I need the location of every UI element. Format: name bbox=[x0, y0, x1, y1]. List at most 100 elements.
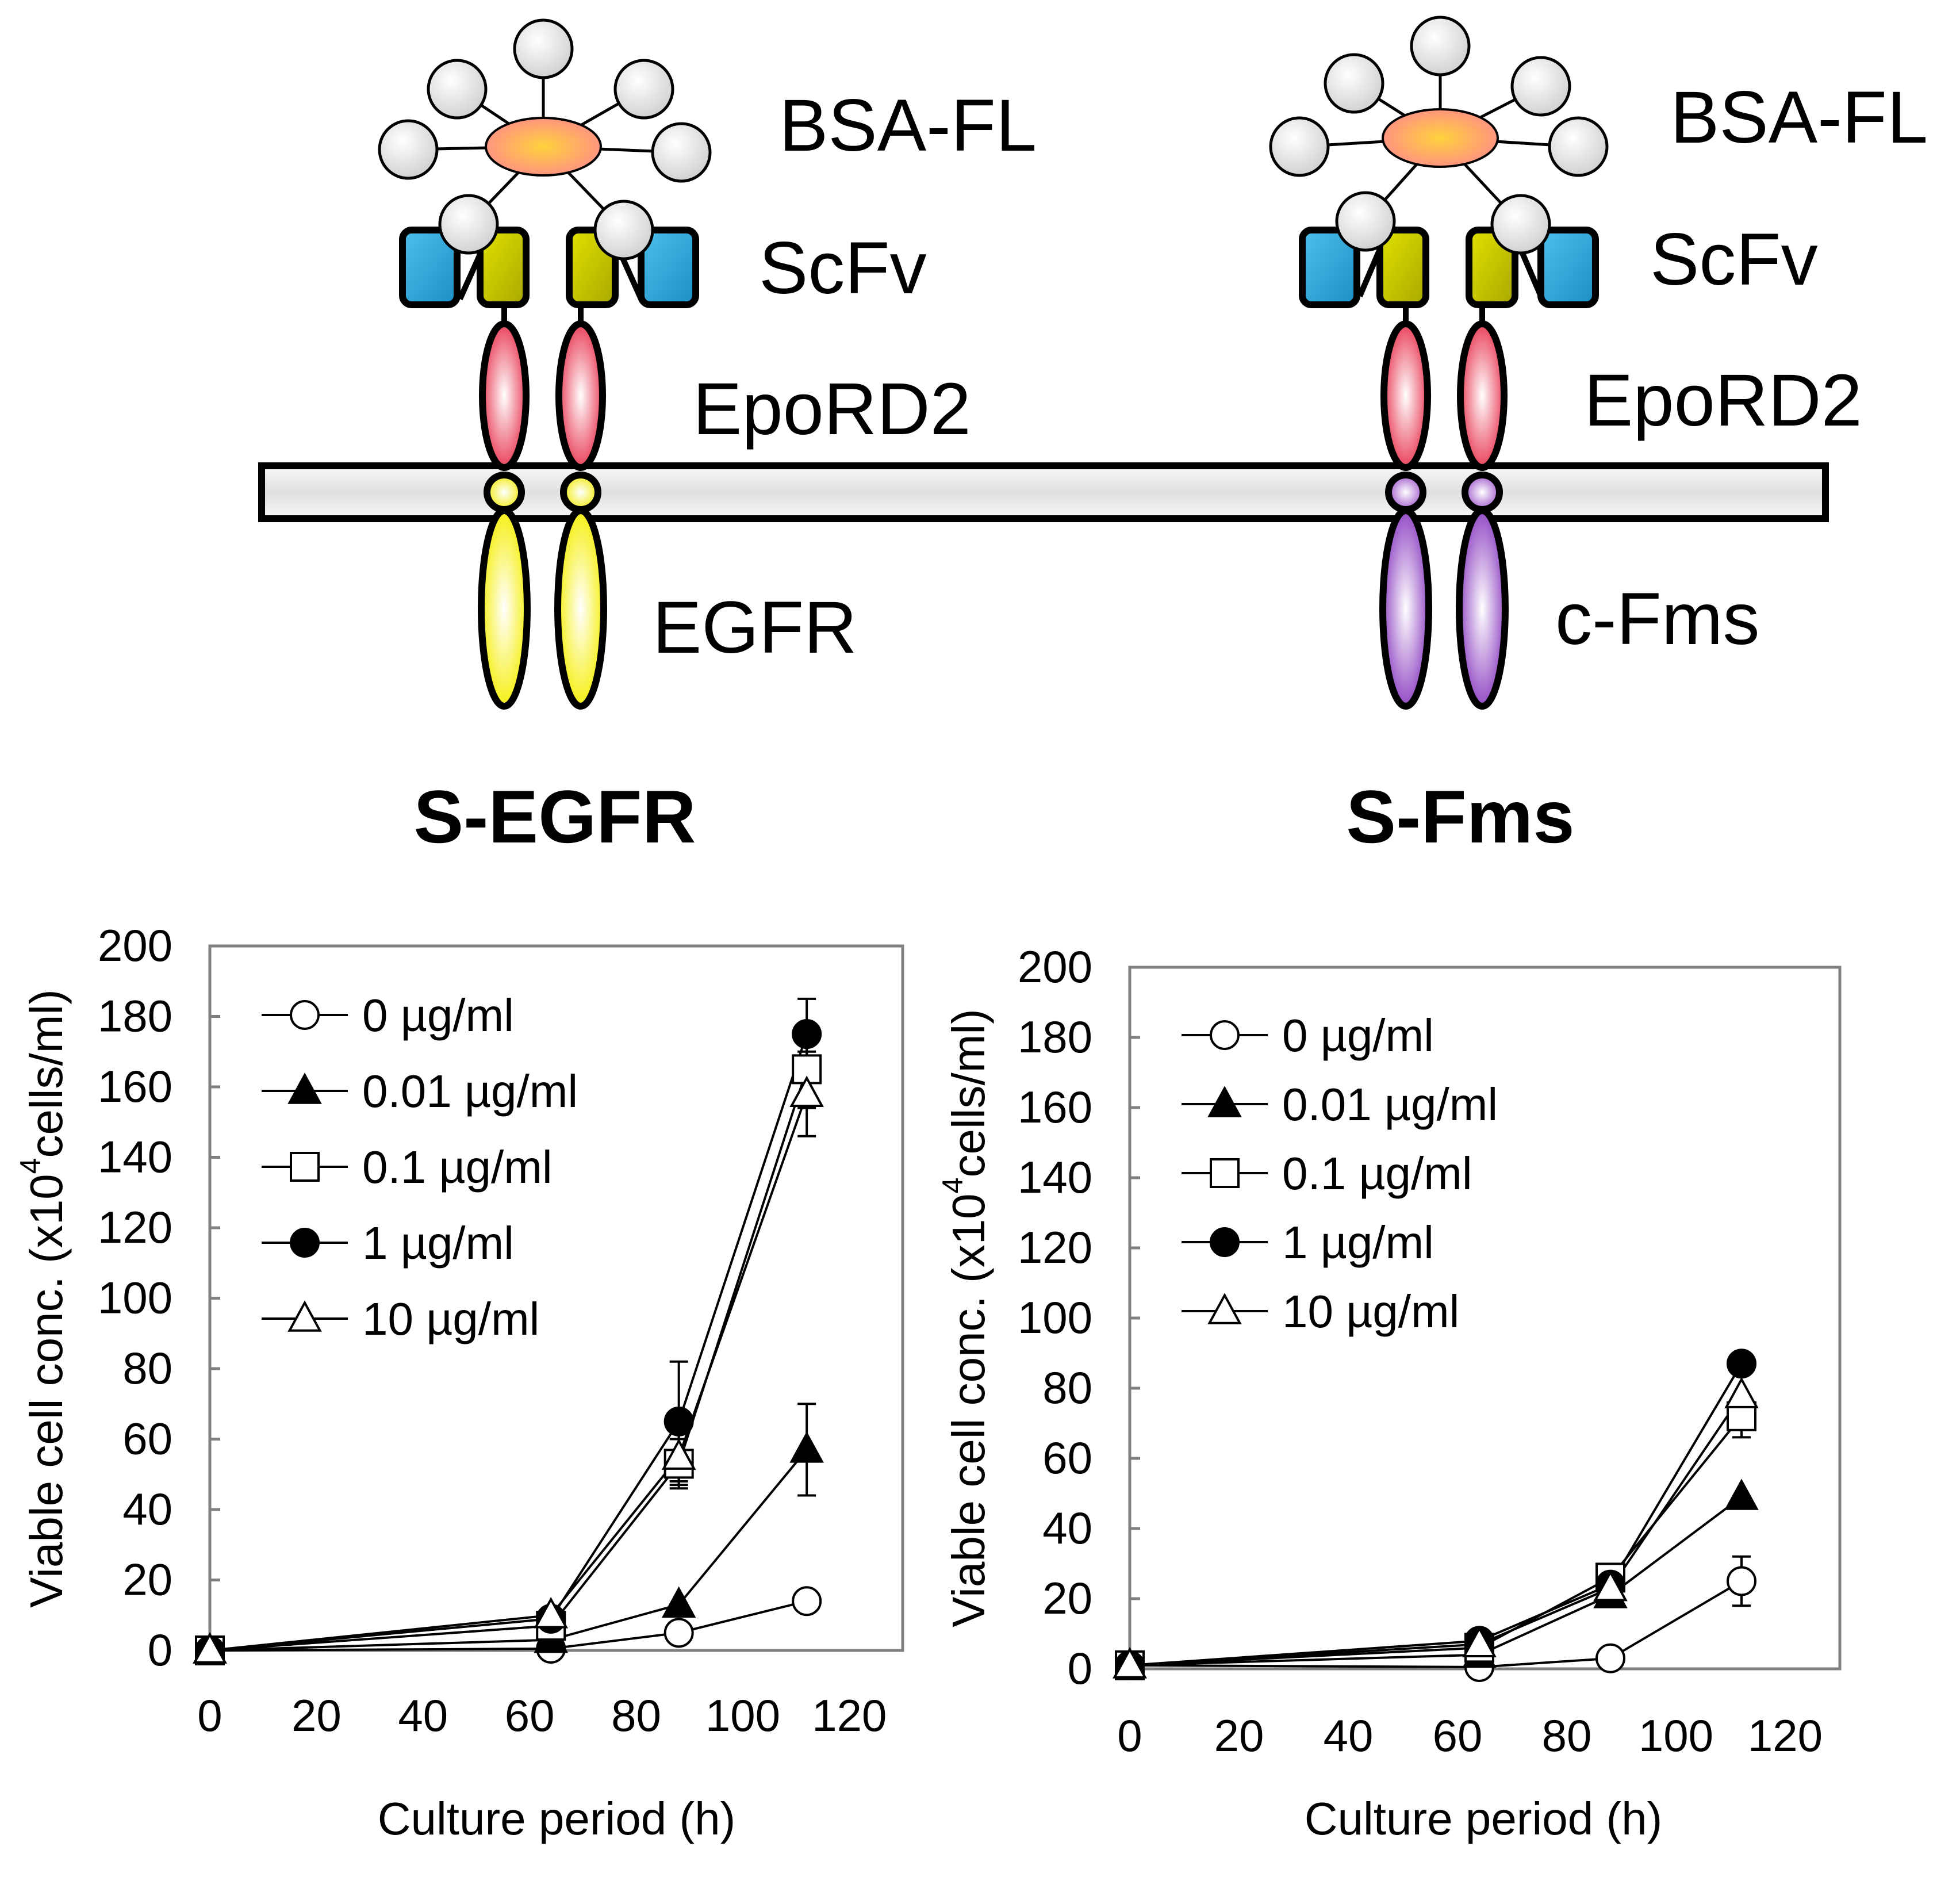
chart-s-fms: 0 20 40 60 80 100 120 140 160 180 200 0 20 40 60 80 100… bbox=[937, 941, 1842, 1844]
egfr-domain-right bbox=[554, 507, 607, 710]
series-line bbox=[209, 1093, 808, 1652]
data-point bbox=[1727, 1566, 1756, 1596]
x-tick-label: 0 bbox=[1117, 1710, 1142, 1761]
series-line bbox=[1129, 1496, 1743, 1667]
series-line bbox=[209, 1068, 808, 1652]
y-tick-label: 200 bbox=[1018, 941, 1092, 992]
y-tick-label: 80 bbox=[122, 1343, 172, 1393]
title-right: S-Fms bbox=[1346, 775, 1574, 859]
y-tick-label: 140 bbox=[1018, 1152, 1092, 1202]
data-point bbox=[789, 1075, 824, 1107]
data-point bbox=[663, 1618, 694, 1648]
series-line bbox=[1129, 1363, 1743, 1667]
series-line bbox=[1129, 1415, 1743, 1667]
data-point bbox=[534, 1596, 569, 1629]
x-tick-label: 100 bbox=[705, 1690, 780, 1741]
x-tick-label: 40 bbox=[398, 1690, 448, 1741]
x-axis-label: Culture period (h) bbox=[378, 1793, 736, 1844]
s-fms-diagram: BSA-FL ScFv EpoRD2 c-Fms S-Fms bbox=[1269, 16, 1928, 859]
y-tick-label: 100 bbox=[1018, 1292, 1092, 1343]
y-tick-label: 160 bbox=[98, 1061, 172, 1112]
legend-label: 0 µg/ml bbox=[1282, 1010, 1434, 1061]
y-axis-label: Viable cell conc. (x104cells/ml) bbox=[937, 1009, 994, 1627]
eporD2-left bbox=[479, 320, 530, 471]
eporD2-right bbox=[555, 320, 606, 471]
label-ligand-right: BSA-FL bbox=[1670, 76, 1928, 159]
legend-marker bbox=[1210, 1158, 1240, 1188]
data-point bbox=[1727, 1349, 1756, 1379]
legend-label: 1 µg/ml bbox=[362, 1217, 514, 1269]
x-tick-label: 60 bbox=[505, 1690, 555, 1741]
chart-s-egfr: 0 20 40 60 80 100 120 140 160 180 200 0 20 40 60 80 100… bbox=[14, 920, 904, 1844]
x-tick-label: 0 bbox=[197, 1690, 222, 1741]
x-axis-label: Culture period (h) bbox=[1305, 1793, 1663, 1844]
y-tick-label: 160 bbox=[1018, 1082, 1092, 1132]
data-point bbox=[193, 1632, 227, 1664]
fms-domain-left bbox=[1379, 507, 1432, 710]
legend-label: 1 µg/ml bbox=[1282, 1217, 1434, 1268]
label-epo-left: EpoRD2 bbox=[693, 368, 971, 450]
y-tick-label: 0 bbox=[1068, 1643, 1092, 1694]
series-line bbox=[209, 1449, 808, 1652]
x-tick-label: 20 bbox=[291, 1690, 342, 1741]
x-tick-label: 80 bbox=[1542, 1710, 1592, 1761]
label-receptor-right: c-Fms bbox=[1555, 578, 1759, 660]
y-tick-label: 100 bbox=[98, 1273, 172, 1323]
label-receptor-left: EGFR bbox=[653, 587, 857, 669]
y-tick-label: 120 bbox=[1018, 1222, 1092, 1273]
x-tick-label: 120 bbox=[1748, 1710, 1823, 1761]
x-tick-label: 80 bbox=[611, 1690, 661, 1741]
legend-label: 0 µg/ml bbox=[362, 990, 514, 1041]
y-tick-label: 20 bbox=[1042, 1573, 1092, 1623]
x-tick-label: 120 bbox=[812, 1690, 887, 1741]
s-egfr-diagram: BSA-FL ScFv EpoRD2 EGFR S-EGFR bbox=[378, 18, 1037, 859]
data-point bbox=[1724, 1377, 1759, 1408]
series-line bbox=[209, 1600, 807, 1652]
series-line bbox=[1129, 1580, 1743, 1668]
scfv-vl-right bbox=[638, 227, 699, 308]
data-point bbox=[1462, 1626, 1497, 1657]
legend-marker bbox=[290, 1228, 320, 1258]
legend-label: 0.01 µg/ml bbox=[362, 1066, 578, 1117]
data-point bbox=[661, 1586, 696, 1618]
title-left: S-EGFR bbox=[413, 775, 696, 859]
legend-label: 0.1 µg/ml bbox=[362, 1141, 553, 1193]
legend-label: 10 µg/ml bbox=[1282, 1286, 1459, 1337]
egfr-domain-left bbox=[478, 507, 531, 710]
legend-label: 0.1 µg/ml bbox=[1282, 1148, 1472, 1199]
legend-marker bbox=[1207, 1086, 1242, 1117]
label-ligand-left: BSA-FL bbox=[779, 85, 1037, 167]
label-scfv-right: ScFv bbox=[1650, 219, 1818, 301]
label-scfv-left: ScFv bbox=[759, 227, 927, 309]
y-axis-label: Viable cell conc. (x104cells/ml) bbox=[14, 989, 72, 1608]
y-tick-label: 180 bbox=[98, 991, 172, 1041]
legend-marker bbox=[1207, 1293, 1242, 1324]
series-line bbox=[209, 1033, 808, 1652]
bsa-core bbox=[485, 117, 602, 177]
label-epo-right: EpoRD2 bbox=[1584, 359, 1862, 442]
x-tick-label: 40 bbox=[1324, 1710, 1374, 1761]
legend-marker bbox=[287, 1072, 322, 1104]
x-tick-label: 100 bbox=[1639, 1710, 1713, 1761]
data-point bbox=[792, 1019, 822, 1049]
legend-marker bbox=[290, 1000, 320, 1030]
data-point bbox=[789, 1431, 824, 1463]
bsa-ligand-beads bbox=[378, 18, 712, 183]
y-tick-label: 120 bbox=[98, 1202, 172, 1252]
data-point bbox=[1593, 1569, 1628, 1602]
data-point bbox=[1724, 1478, 1759, 1510]
data-point bbox=[663, 1406, 694, 1437]
legend-label: 10 µg/ml bbox=[362, 1293, 539, 1344]
y-tick-label: 60 bbox=[122, 1414, 172, 1464]
y-tick-label: 40 bbox=[122, 1484, 172, 1534]
legend-label: 0.01 µg/ml bbox=[1282, 1079, 1498, 1130]
series-line bbox=[1129, 1395, 1743, 1667]
legend-marker bbox=[290, 1152, 320, 1182]
data-point bbox=[792, 1586, 822, 1616]
legend-marker bbox=[287, 1300, 322, 1332]
y-tick-label: 60 bbox=[1042, 1432, 1092, 1483]
y-tick-label: 0 bbox=[148, 1625, 172, 1675]
legend-marker bbox=[1210, 1227, 1240, 1257]
x-tick-label: 20 bbox=[1214, 1710, 1264, 1761]
